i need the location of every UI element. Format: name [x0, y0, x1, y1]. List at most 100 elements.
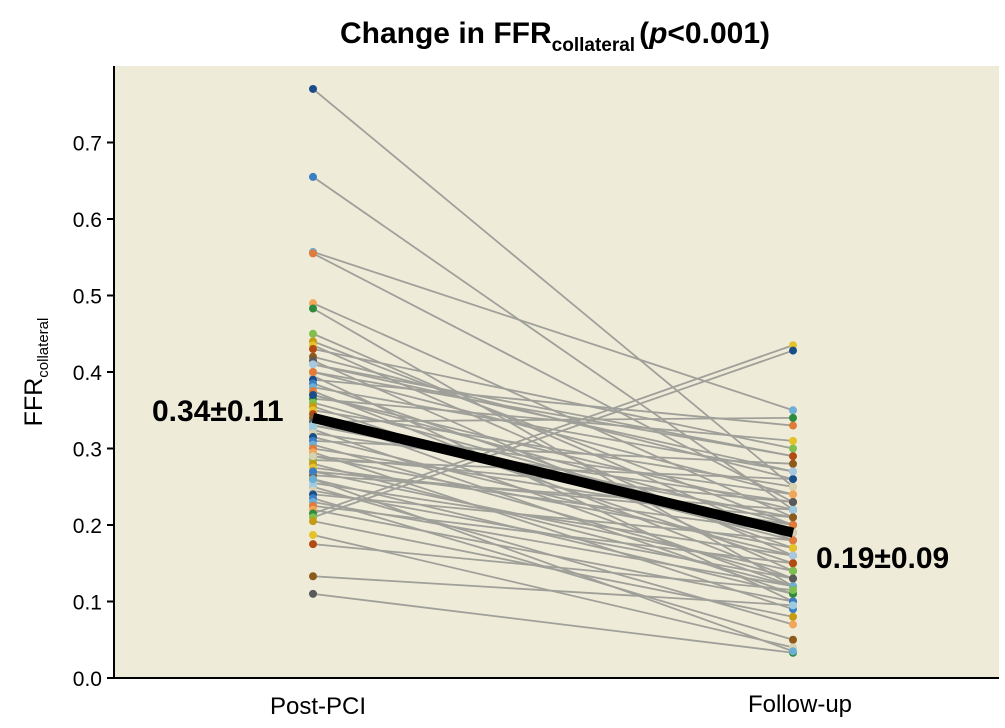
post-pci-point — [309, 368, 317, 376]
post-pci-point — [309, 304, 317, 313]
follow-up-point — [789, 635, 797, 644]
mean-label-follow: 0.19±0.09 — [816, 542, 949, 575]
patient-line — [312, 409, 794, 488]
title-p-italic: p — [648, 17, 667, 50]
patient-line — [312, 508, 794, 603]
y-axis-label: FFRcollateral — [20, 318, 52, 427]
title-p-open: ( — [639, 17, 649, 50]
patient-line — [312, 482, 794, 557]
patient-line — [312, 251, 794, 412]
follow-up-point — [789, 612, 797, 621]
post-pci-point — [309, 249, 317, 258]
y-tick-label: 0.0 — [73, 668, 102, 691]
follow-up-point — [789, 521, 797, 529]
post-pci-point — [309, 589, 317, 598]
patient-line — [312, 504, 794, 565]
post-pci-point — [309, 329, 317, 338]
post-pci-point — [309, 517, 317, 526]
follow-up-point — [789, 574, 797, 583]
patient-line — [312, 478, 794, 653]
y-tick-label: 0.2 — [73, 515, 102, 538]
post-pci-point — [309, 475, 317, 484]
patient-line — [312, 394, 794, 526]
follow-up-point — [789, 566, 797, 575]
follow-up-point — [789, 482, 797, 491]
patient-line — [312, 371, 794, 458]
follow-up-point — [789, 467, 797, 476]
follow-up-point — [789, 601, 797, 610]
post-pci-point — [309, 84, 317, 93]
y-tick-label: 0.7 — [73, 133, 102, 156]
patient-line — [312, 592, 794, 654]
x-tick-label-follow-up: Follow-up — [748, 691, 852, 718]
follow-up-point — [789, 647, 797, 656]
patient-line — [312, 332, 794, 542]
y-tick-label: 0.6 — [73, 209, 102, 232]
patient-line — [312, 344, 794, 515]
y-axis-label-main: FFR — [20, 378, 48, 427]
y-tick-label: 0.5 — [73, 286, 102, 309]
post-pci-point — [309, 572, 317, 581]
follow-up-point — [789, 498, 797, 507]
follow-up-point — [789, 413, 797, 422]
patient-line — [312, 349, 794, 519]
mean-line — [311, 413, 795, 538]
patient-line — [312, 478, 794, 595]
patient-line — [312, 307, 794, 587]
patient-line — [312, 443, 794, 580]
patient-line — [312, 363, 794, 473]
follow-up-point — [789, 505, 797, 514]
patient-line — [312, 348, 794, 450]
post-pci-point — [309, 360, 317, 369]
follow-up-point — [789, 513, 797, 522]
follow-up-point — [789, 536, 797, 545]
follow-up-point — [789, 620, 797, 629]
follow-up-point — [789, 475, 797, 484]
post-pci-point — [309, 530, 317, 539]
y-axis-label-subscript: collateral — [35, 318, 52, 378]
patient-line — [312, 417, 794, 423]
follow-up-point — [789, 490, 797, 499]
x-tick-label-post-pci: Post-PCI — [270, 693, 366, 720]
follow-up-point — [789, 444, 797, 453]
follow-up-point — [789, 436, 797, 445]
follow-up-point — [789, 346, 797, 355]
follow-up-point — [789, 543, 797, 552]
paired-lines — [312, 88, 794, 654]
post-pci-point — [309, 452, 317, 461]
y-tick-label: 0.1 — [73, 592, 102, 615]
data-points — [309, 84, 797, 657]
title-subscript: collateral — [552, 35, 635, 56]
chart-title: Change in FFRcollateral (p<0.001) — [340, 17, 770, 56]
follow-up-point — [789, 551, 797, 560]
y-ticks: 0.0 0.1 0.2 0.3 0.4 0.5 0.6 0.7 — [73, 133, 114, 691]
y-tick-label: 0.4 — [73, 362, 103, 385]
follow-up-point — [789, 452, 797, 461]
post-pci-point — [309, 421, 317, 430]
title-prefix: Change in FFR — [340, 17, 552, 50]
plot-background — [114, 66, 999, 678]
y-tick-label: 0.3 — [73, 439, 102, 462]
patient-line — [312, 436, 794, 557]
patient-line — [312, 462, 794, 588]
follow-up-point — [789, 406, 797, 415]
follow-up-point — [789, 459, 797, 468]
patient-line — [312, 88, 794, 488]
post-pci-point — [309, 540, 317, 549]
follow-up-point — [789, 586, 797, 595]
follow-up-point — [789, 559, 797, 568]
patient-line — [312, 439, 794, 465]
mean-line-group — [311, 413, 795, 538]
post-pci-point — [309, 390, 317, 399]
patient-line — [312, 575, 794, 607]
post-pci-point — [309, 345, 317, 354]
post-pci-point — [309, 172, 317, 181]
follow-up-point — [789, 421, 797, 430]
post-pci-point — [309, 467, 317, 476]
patient-line — [312, 363, 794, 458]
mean-label-post: 0.34±0.11 — [152, 395, 284, 428]
patient-line — [312, 493, 794, 542]
title-p-rest: <0.001) — [667, 17, 770, 50]
patient-line — [312, 543, 794, 591]
